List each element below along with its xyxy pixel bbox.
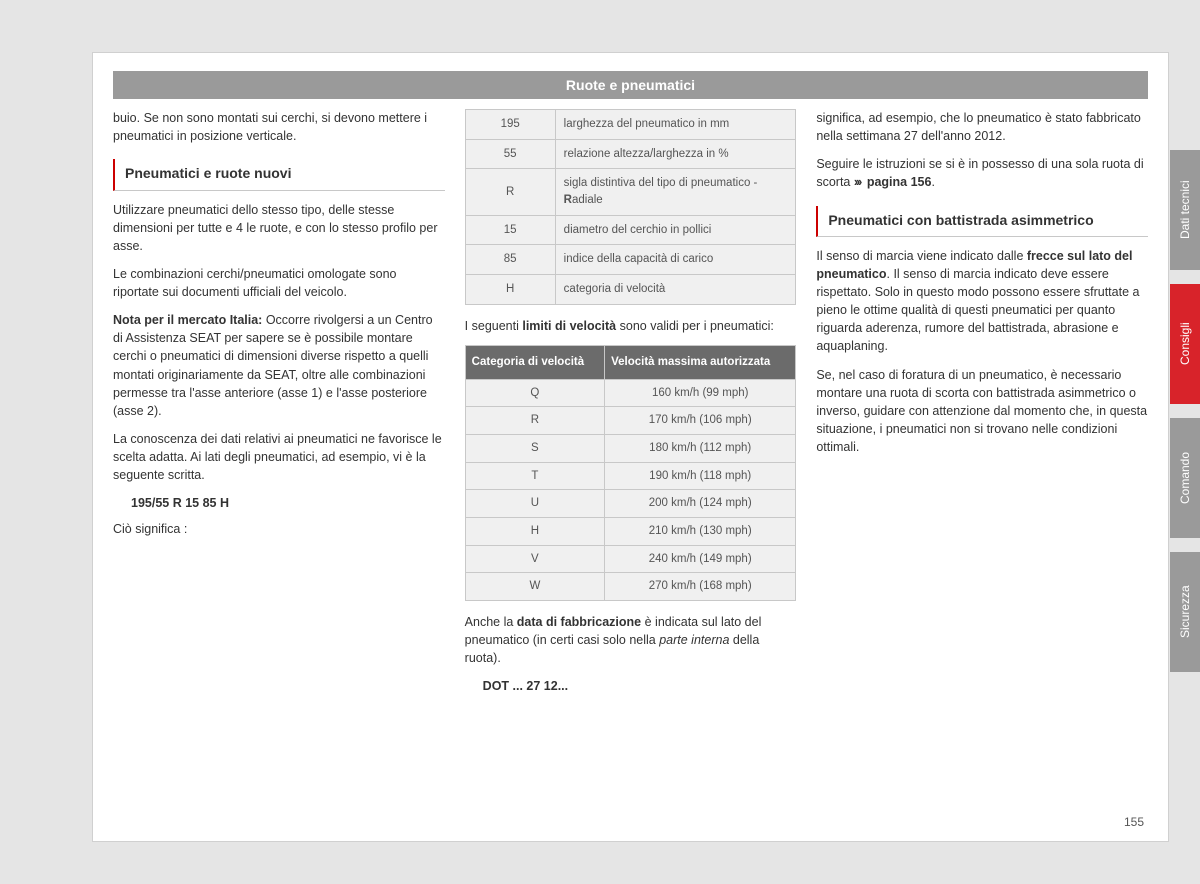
paragraph: Se, nel caso di foratura di un pneumatic… [816, 366, 1148, 457]
spec-desc-cell: relazione altezza/larghezza in % [555, 139, 796, 169]
page-header: Ruote e pneumatici [113, 71, 1148, 99]
bold-text: limiti di velocità [522, 319, 616, 333]
ref-arrows-icon: ››› [854, 175, 861, 189]
table-row: 195larghezza del pneumatico in mm [465, 110, 796, 140]
section-heading-new-tires: Pneumatici e ruote nuovi [113, 159, 445, 190]
paragraph: Ciò significa : [113, 520, 445, 538]
speed-cell: Q [465, 379, 604, 407]
table-row: T190 km/h (118 mph) [465, 462, 796, 490]
paragraph-page-ref: Seguire le istruzioni se si è in possess… [816, 155, 1148, 191]
spec-code-cell: R [465, 169, 555, 215]
text: Occorre rivolgersi a un Centro di Assist… [113, 313, 433, 418]
table-row: S180 km/h (112 mph) [465, 434, 796, 462]
speed-cell: 200 km/h (124 mph) [605, 490, 796, 518]
paragraph: La conoscenza dei dati relativi ai pneum… [113, 430, 445, 484]
spec-desc-cell: larghezza del pneumatico in mm [555, 110, 796, 140]
dot-code: DOT ... 27 12... [483, 677, 797, 695]
column-right: significa, ad esempio, che lo pneumatico… [816, 109, 1148, 703]
spec-code-cell: H [465, 275, 555, 305]
spec-code-cell: 85 [465, 245, 555, 275]
column-left: buio. Se non sono montati sui cerchi, si… [113, 109, 445, 703]
speed-category-table: Categoria di velocità Velocità massima a… [465, 345, 797, 601]
speed-cell: T [465, 462, 604, 490]
table-row: U200 km/h (124 mph) [465, 490, 796, 518]
spec-desc-cell: indice della capacità di carico [555, 245, 796, 275]
text: . [931, 175, 934, 189]
paragraph: Il senso di marcia viene indicato dalle … [816, 247, 1148, 356]
manufacture-date-text: Anche la data di fabbricazione è indicat… [465, 613, 797, 667]
page-reference: pagina 156 [863, 175, 931, 189]
table-row: Q160 km/h (99 mph) [465, 379, 796, 407]
speed-cell: 210 km/h (130 mph) [605, 517, 796, 545]
speed-cell: R [465, 407, 604, 435]
table-row: 55relazione altezza/larghezza in % [465, 139, 796, 169]
tab-comando[interactable]: Comando [1170, 418, 1200, 538]
speed-limits-intro: I seguenti limiti di velocità sono valid… [465, 317, 797, 335]
table-row: W270 km/h (168 mph) [465, 573, 796, 601]
speed-cell: W [465, 573, 604, 601]
content-columns: buio. Se non sono montati sui cerchi, si… [93, 99, 1168, 703]
table-row: 15diametro del cerchio in pollici [465, 215, 796, 245]
bold-label: Nota per il mercato Italia: [113, 313, 262, 327]
italic-text: parte interna [659, 633, 729, 647]
section-heading-asymmetric: Pneumatici con battistrada asimmetrico [816, 206, 1148, 237]
speed-cell: U [465, 490, 604, 518]
text: Il senso di marcia viene indicato dalle [816, 249, 1027, 263]
side-tabs: Dati tecnici Consigli Comando Sicurezza [1170, 150, 1200, 686]
column-center: 195larghezza del pneumatico in mm55relaz… [465, 109, 797, 703]
table-row: V240 km/h (149 mph) [465, 545, 796, 573]
table-row: 85indice della capacità di carico [465, 245, 796, 275]
page: Ruote e pneumatici buio. Se non sono mon… [92, 52, 1169, 842]
speed-cell: 190 km/h (118 mph) [605, 462, 796, 490]
paragraph: Le combinazioni cerchi/pneumatici omolog… [113, 265, 445, 301]
spec-code-cell: 15 [465, 215, 555, 245]
speed-cell: 170 km/h (106 mph) [605, 407, 796, 435]
spec-desc-cell: diametro del cerchio in pollici [555, 215, 796, 245]
intro-text: buio. Se non sono montati sui cerchi, si… [113, 109, 445, 145]
tire-spec-code: 195/55 R 15 85 H [131, 494, 445, 512]
table-header: Categoria di velocità [465, 345, 604, 379]
table-row: R170 km/h (106 mph) [465, 407, 796, 435]
table-header: Velocità massima autorizzata [605, 345, 796, 379]
spec-desc-cell: categoria di velocità [555, 275, 796, 305]
paragraph-italy-note: Nota per il mercato Italia: Occorre rivo… [113, 311, 445, 420]
tab-dati-tecnici[interactable]: Dati tecnici [1170, 150, 1200, 270]
spec-desc-cell: sigla distintiva del tipo di pneumatico … [555, 169, 796, 215]
text: sono validi per i pneumatici: [616, 319, 774, 333]
paragraph: Utilizzare pneumatici dello stesso tipo,… [113, 201, 445, 255]
tab-consigli[interactable]: Consigli [1170, 284, 1200, 404]
bold-text: data di fabbricazione [517, 615, 641, 629]
speed-cell: 270 km/h (168 mph) [605, 573, 796, 601]
speed-cell: 180 km/h (112 mph) [605, 434, 796, 462]
speed-cell: 160 km/h (99 mph) [605, 379, 796, 407]
page-number: 155 [1124, 815, 1144, 829]
paragraph: significa, ad esempio, che lo pneumatico… [816, 109, 1148, 145]
tab-sicurezza[interactable]: Sicurezza [1170, 552, 1200, 672]
table-row: Hcategoria di velocità [465, 275, 796, 305]
speed-cell: H [465, 517, 604, 545]
spec-code-cell: 55 [465, 139, 555, 169]
table-row: H210 km/h (130 mph) [465, 517, 796, 545]
table-row: Rsigla distintiva del tipo di pneumatico… [465, 169, 796, 215]
speed-cell: V [465, 545, 604, 573]
spec-code-cell: 195 [465, 110, 555, 140]
text: I seguenti [465, 319, 523, 333]
tire-spec-table: 195larghezza del pneumatico in mm55relaz… [465, 109, 797, 305]
text: Anche la [465, 615, 517, 629]
speed-cell: S [465, 434, 604, 462]
speed-cell: 240 km/h (149 mph) [605, 545, 796, 573]
